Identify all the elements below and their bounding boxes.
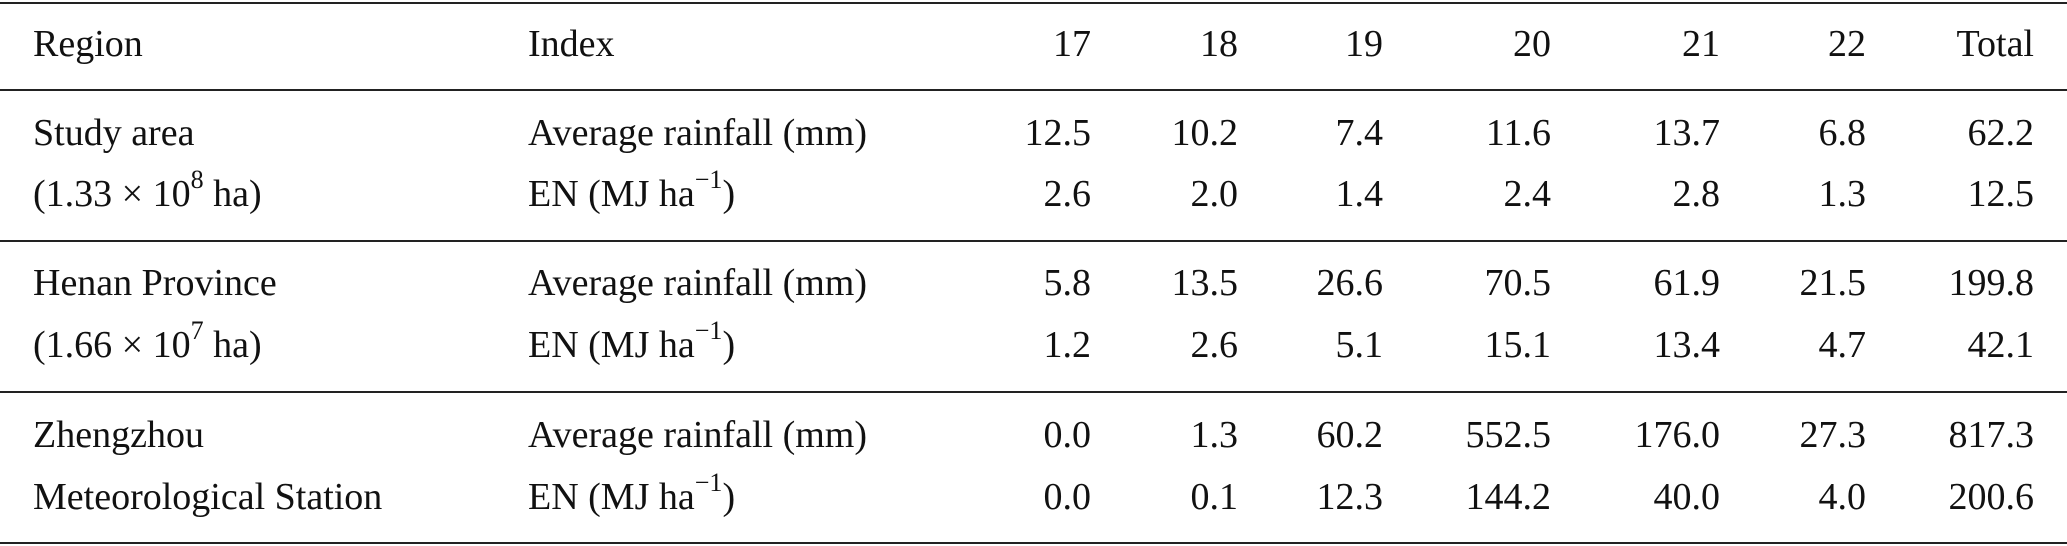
value-cell: 6.8 xyxy=(1818,112,1867,154)
text-run: (1.33 × 10 xyxy=(33,173,191,215)
header-cell: Index xyxy=(528,23,615,65)
header-cell: 19 xyxy=(1345,23,1383,65)
header-cell: 17 xyxy=(1053,23,1091,65)
value-cell: 2.6 xyxy=(1043,173,1092,215)
region-line: Zhengzhou xyxy=(33,413,204,457)
value-cell: 817.3 xyxy=(1948,414,2035,456)
region-line: (1.33 × 108 ha) xyxy=(33,167,262,216)
index-cell: Average rainfall (mm) xyxy=(528,261,867,305)
value-cell: 60.2 xyxy=(1316,414,1384,456)
rule xyxy=(0,542,2067,544)
value-cell: 61.9 xyxy=(1653,262,1721,304)
value-cell: 5.1 xyxy=(1335,324,1384,366)
text-run: EN (MJ ha xyxy=(528,324,695,366)
text-run: ) xyxy=(722,324,736,366)
text-run: Average rainfall (mm) xyxy=(528,414,868,456)
value-cell: 13.7 xyxy=(1653,112,1721,154)
value-cell: 15.1 xyxy=(1484,324,1552,366)
value-cell: 42.1 xyxy=(1967,324,2035,366)
text-run: EN (MJ ha xyxy=(528,476,695,518)
value-cell: 1.4 xyxy=(1335,173,1384,215)
index-cell: Average rainfall (mm) xyxy=(528,413,867,457)
header-cell: Region xyxy=(33,23,143,65)
value-cell: 2.6 xyxy=(1190,324,1239,366)
text-run: ha) xyxy=(203,324,262,366)
header-cell: 21 xyxy=(1682,23,1720,65)
header-cell: 20 xyxy=(1513,23,1551,65)
value-cell: 62.2 xyxy=(1967,112,2035,154)
text-run: Average rainfall (mm) xyxy=(528,262,868,304)
value-cell: 12.5 xyxy=(1024,112,1092,154)
text-run: Zhengzhou xyxy=(33,414,204,456)
text-run: EN (MJ ha xyxy=(528,173,695,215)
rule xyxy=(0,2,2067,4)
value-cell: 13.4 xyxy=(1653,324,1721,366)
text-run: ha) xyxy=(203,173,262,215)
index-cell: EN (MJ ha−1) xyxy=(528,470,736,519)
value-cell: 7.4 xyxy=(1335,112,1384,154)
superscript: −1 xyxy=(694,316,723,346)
value-cell: 2.0 xyxy=(1190,173,1239,215)
value-cell: 2.8 xyxy=(1672,173,1721,215)
value-cell: 552.5 xyxy=(1465,414,1552,456)
region-line: Study area xyxy=(33,111,194,155)
value-cell: 13.5 xyxy=(1171,262,1239,304)
value-cell: 4.0 xyxy=(1818,476,1867,518)
index-cell: Average rainfall (mm) xyxy=(528,111,867,155)
value-cell: 200.6 xyxy=(1948,476,2035,518)
value-cell: 11.6 xyxy=(1485,112,1551,154)
rule xyxy=(0,240,2067,242)
text-run: Meteorological Station xyxy=(33,476,383,518)
text-run: ) xyxy=(722,173,736,215)
value-cell: 144.2 xyxy=(1465,476,1552,518)
value-cell: 2.4 xyxy=(1503,173,1552,215)
superscript: 8 xyxy=(190,165,204,195)
value-cell: 70.5 xyxy=(1484,262,1552,304)
value-cell: 4.7 xyxy=(1818,324,1867,366)
value-cell: 40.0 xyxy=(1653,476,1721,518)
value-cell: 1.3 xyxy=(1190,414,1239,456)
region-line: Meteorological Station xyxy=(33,475,382,519)
value-cell: 199.8 xyxy=(1948,262,2035,304)
text-run: Study area xyxy=(33,112,195,154)
value-cell: 27.3 xyxy=(1799,414,1867,456)
value-cell: 21.5 xyxy=(1799,262,1867,304)
text-run: Henan Province xyxy=(33,262,277,304)
index-cell: EN (MJ ha−1) xyxy=(528,167,736,216)
value-cell: 0.1 xyxy=(1190,476,1239,518)
value-cell: 12.5 xyxy=(1967,173,2035,215)
value-cell: 1.2 xyxy=(1043,324,1092,366)
value-cell: 5.8 xyxy=(1043,262,1092,304)
rule xyxy=(0,391,2067,393)
value-cell: 176.0 xyxy=(1634,414,1721,456)
header-cell: Total xyxy=(1956,23,2034,65)
value-cell: 10.2 xyxy=(1171,112,1239,154)
region-line: (1.66 × 107 ha) xyxy=(33,318,262,367)
region-line: Henan Province xyxy=(33,261,277,305)
value-cell: 0.0 xyxy=(1043,476,1092,518)
superscript: −1 xyxy=(694,165,723,195)
superscript: −1 xyxy=(694,468,723,498)
header-cell: 18 xyxy=(1200,23,1238,65)
text-run: Average rainfall (mm) xyxy=(528,112,868,154)
value-cell: 0.0 xyxy=(1043,414,1092,456)
text-run: (1.66 × 10 xyxy=(33,324,191,366)
index-cell: EN (MJ ha−1) xyxy=(528,318,736,367)
rule xyxy=(0,89,2067,91)
text-run: ) xyxy=(722,476,736,518)
superscript: 7 xyxy=(190,316,204,346)
value-cell: 1.3 xyxy=(1818,173,1867,215)
value-cell: 26.6 xyxy=(1316,262,1384,304)
header-cell: 22 xyxy=(1828,23,1866,65)
value-cell: 12.3 xyxy=(1316,476,1384,518)
